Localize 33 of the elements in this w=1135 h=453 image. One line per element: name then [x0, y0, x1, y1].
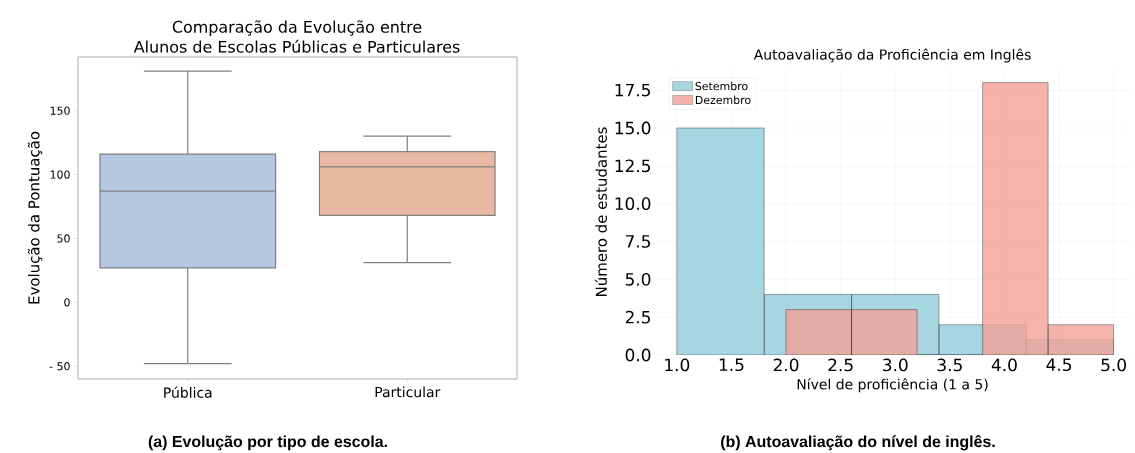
y-tick-label: 0.0	[625, 348, 651, 362]
x-tick-label: 3.5	[937, 358, 962, 372]
y-tick-label: 150	[50, 106, 70, 115]
y-tick-label: 100	[50, 170, 70, 179]
y-tick-label: 10.0	[615, 197, 651, 211]
y-axis-title: Número de estudantes	[594, 127, 607, 296]
chart-title: Comparação da Evolução entre Alunos de Escolas Públicas e Particulares	[133, 20, 460, 53]
x-tick-label: Particular	[375, 386, 441, 398]
x-tick-label: 2.5	[828, 358, 853, 372]
y-tick-label: 0	[64, 298, 70, 307]
y-tick-label: 50	[57, 234, 70, 243]
y-tick-label: - 50	[49, 362, 70, 371]
y-tick-label: 2.5	[625, 310, 651, 324]
x-tick-label: 3.0	[883, 358, 908, 372]
y-axis-title: Evolução da Pontuação	[27, 131, 43, 304]
y-tick-label: 17.5	[615, 83, 650, 97]
x-tick-label: 2.0	[773, 358, 799, 372]
legend-label: Dezembro	[695, 95, 751, 105]
x-tick-label: 1.5	[719, 358, 744, 372]
y-tick-label: 7.5	[625, 235, 651, 248]
x-axis-title: Nível de proficiência (1 a 5)	[797, 378, 988, 393]
x-tick-label: 4.5	[1046, 358, 1072, 372]
legend-label: Setembro	[695, 81, 748, 91]
y-tick-label: 5.0	[625, 272, 651, 286]
x-tick-label: Pública	[164, 386, 212, 398]
x-tick-label: 5.0	[1101, 358, 1126, 372]
y-tick-label: 12.5	[615, 159, 650, 173]
text: (a) Evolução por tipo de escola.	[148, 435, 387, 451]
x-tick-label: 1.0	[665, 358, 690, 372]
y-tick-label: 15.0	[615, 121, 651, 135]
chart-title: Autoavaliação da Proficiência em Inglês	[753, 48, 1031, 63]
text: (b) Autoavaliação do nível de inglês.	[721, 435, 995, 451]
x-tick-label: 4.0	[991, 358, 1017, 372]
